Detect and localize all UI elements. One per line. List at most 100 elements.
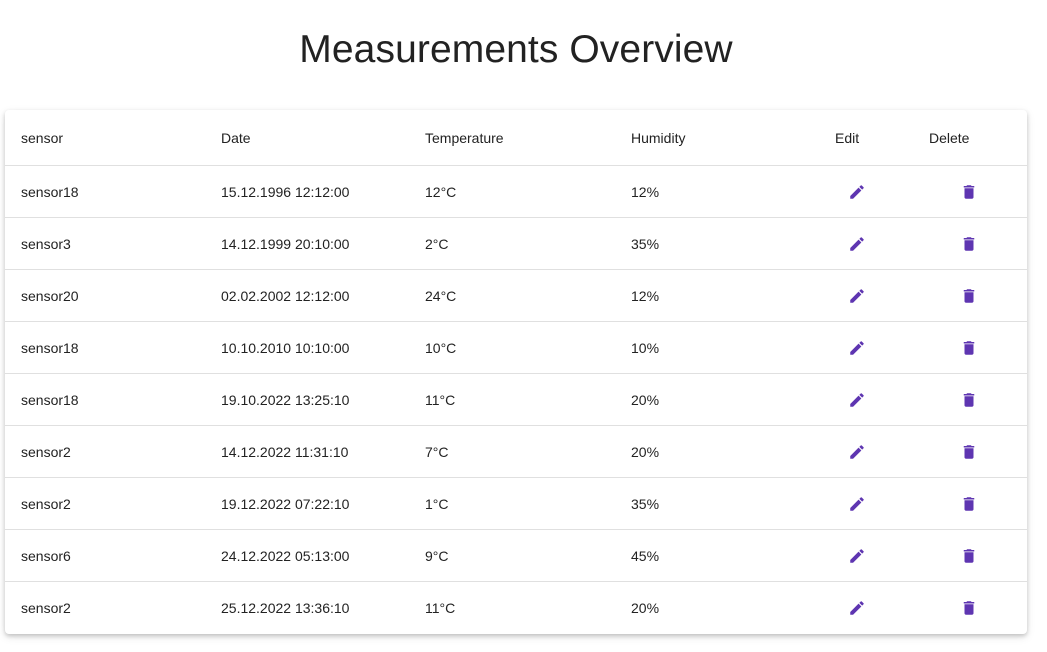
cell-delete xyxy=(911,165,1027,218)
cell-sensor: sensor20 xyxy=(5,269,205,322)
cell-date: 14.12.2022 11:31:10 xyxy=(205,425,409,478)
cell-humidity: 12% xyxy=(615,269,803,322)
cell-sensor: sensor18 xyxy=(5,373,205,426)
trash-icon xyxy=(963,236,975,251)
table-row: sensor2 25.12.2022 13:36:10 11°C 20% xyxy=(5,582,1027,635)
cell-temperature: 11°C xyxy=(409,373,615,426)
cell-edit xyxy=(803,217,911,270)
edit-button[interactable] xyxy=(843,178,871,206)
table-row: sensor20 02.02.2002 12:12:00 24°C 12% xyxy=(5,269,1027,322)
table-row: sensor2 19.12.2022 07:22:10 1°C 35% xyxy=(5,477,1027,530)
cell-temperature: 12°C xyxy=(409,165,615,218)
header-delete: Delete xyxy=(911,110,1027,166)
header-date: Date xyxy=(205,110,409,166)
cell-sensor: sensor6 xyxy=(5,529,205,582)
delete-button[interactable] xyxy=(955,178,983,206)
table-header-row: sensor Date Temperature Humidity Edit De… xyxy=(5,110,1027,166)
delete-button[interactable] xyxy=(955,386,983,414)
edit-button[interactable] xyxy=(843,334,871,362)
cell-date: 14.12.1999 20:10:00 xyxy=(205,217,409,270)
cell-delete xyxy=(911,529,1027,582)
cell-sensor: sensor2 xyxy=(5,477,205,530)
cell-date: 15.12.1996 12:12:00 xyxy=(205,165,409,218)
delete-button[interactable] xyxy=(955,490,983,518)
cell-temperature: 1°C xyxy=(409,477,615,530)
pencil-icon xyxy=(850,288,864,303)
pencil-icon xyxy=(850,444,864,459)
pencil-icon xyxy=(850,392,864,407)
table-row: sensor18 19.10.2022 13:25:10 11°C 20% xyxy=(5,373,1027,426)
measurements-table: sensor Date Temperature Humidity Edit De… xyxy=(5,110,1027,634)
pencil-icon xyxy=(850,601,864,615)
cell-date: 02.02.2002 12:12:00 xyxy=(205,269,409,322)
trash-icon xyxy=(963,288,975,303)
cell-edit xyxy=(803,477,911,530)
cell-sensor: sensor2 xyxy=(5,425,205,478)
cell-temperature: 11°C xyxy=(425,600,456,616)
cell-sensor: sensor18 xyxy=(5,321,205,374)
delete-button[interactable] xyxy=(955,542,983,570)
cell-sensor: sensor2 xyxy=(21,600,71,616)
cell-humidity: 35% xyxy=(615,477,803,530)
cell-temperature: 9°C xyxy=(409,529,615,582)
delete-button[interactable] xyxy=(955,230,983,258)
cell-temperature: 7°C xyxy=(409,425,615,478)
delete-button[interactable] xyxy=(955,282,983,310)
table-row: sensor18 10.10.2010 10:10:00 10°C 10% xyxy=(5,321,1027,374)
cell-edit xyxy=(803,582,911,635)
pencil-icon xyxy=(850,548,864,563)
table-row: sensor6 24.12.2022 05:13:00 9°C 45% xyxy=(5,529,1027,582)
cell-humidity: 45% xyxy=(615,529,803,582)
edit-button[interactable] xyxy=(843,542,871,570)
trash-icon xyxy=(963,496,975,511)
edit-button[interactable] xyxy=(843,282,871,310)
header-temperature: Temperature xyxy=(409,110,615,166)
pencil-icon xyxy=(850,340,864,355)
cell-delete xyxy=(911,321,1027,374)
cell-sensor: sensor18 xyxy=(5,165,205,218)
cell-edit xyxy=(803,269,911,322)
cell-date: 10.10.2010 10:10:00 xyxy=(205,321,409,374)
edit-button[interactable] xyxy=(843,490,871,518)
cell-humidity: 35% xyxy=(615,217,803,270)
cell-humidity: 12% xyxy=(615,165,803,218)
header-sensor: sensor xyxy=(5,110,205,166)
pencil-icon xyxy=(850,236,864,251)
cell-delete xyxy=(911,582,1027,635)
cell-temperature: 24°C xyxy=(409,269,615,322)
trash-icon xyxy=(963,184,975,199)
cell-humidity: 10% xyxy=(615,321,803,374)
trash-icon xyxy=(963,548,975,563)
delete-button[interactable] xyxy=(955,438,983,466)
cell-edit xyxy=(803,529,911,582)
table-row: sensor18 15.12.1996 12:12:00 12°C 12% xyxy=(5,165,1027,218)
table-row: sensor2 14.12.2022 11:31:10 7°C 20% xyxy=(5,425,1027,478)
cell-edit xyxy=(803,321,911,374)
delete-button[interactable] xyxy=(955,334,983,362)
trash-icon xyxy=(963,444,975,459)
cell-humidity: 20% xyxy=(631,600,660,616)
edit-button[interactable] xyxy=(843,594,871,622)
delete-button[interactable] xyxy=(955,594,983,622)
cell-delete xyxy=(911,217,1027,270)
cell-edit xyxy=(803,165,911,218)
edit-button[interactable] xyxy=(843,386,871,414)
cell-humidity: 20% xyxy=(615,425,803,478)
trash-icon xyxy=(963,340,975,355)
page-title: Measurements Overview xyxy=(299,28,733,71)
cell-date: 25.12.2022 13:36:10 xyxy=(221,600,350,616)
cell-temperature: 10°C xyxy=(409,321,615,374)
pencil-icon xyxy=(850,496,864,511)
cell-date: 19.12.2022 07:22:10 xyxy=(205,477,409,530)
trash-icon xyxy=(963,601,975,615)
cell-date: 19.10.2022 13:25:10 xyxy=(205,373,409,426)
measurements-table-card: sensor Date Temperature Humidity Edit De… xyxy=(5,110,1027,634)
header-humidity: Humidity xyxy=(615,110,803,166)
cell-edit xyxy=(803,373,911,426)
cell-sensor: sensor3 xyxy=(5,217,205,270)
edit-button[interactable] xyxy=(843,438,871,466)
cell-edit xyxy=(803,425,911,478)
edit-button[interactable] xyxy=(843,230,871,258)
cell-delete xyxy=(911,373,1027,426)
cell-delete xyxy=(911,477,1027,530)
